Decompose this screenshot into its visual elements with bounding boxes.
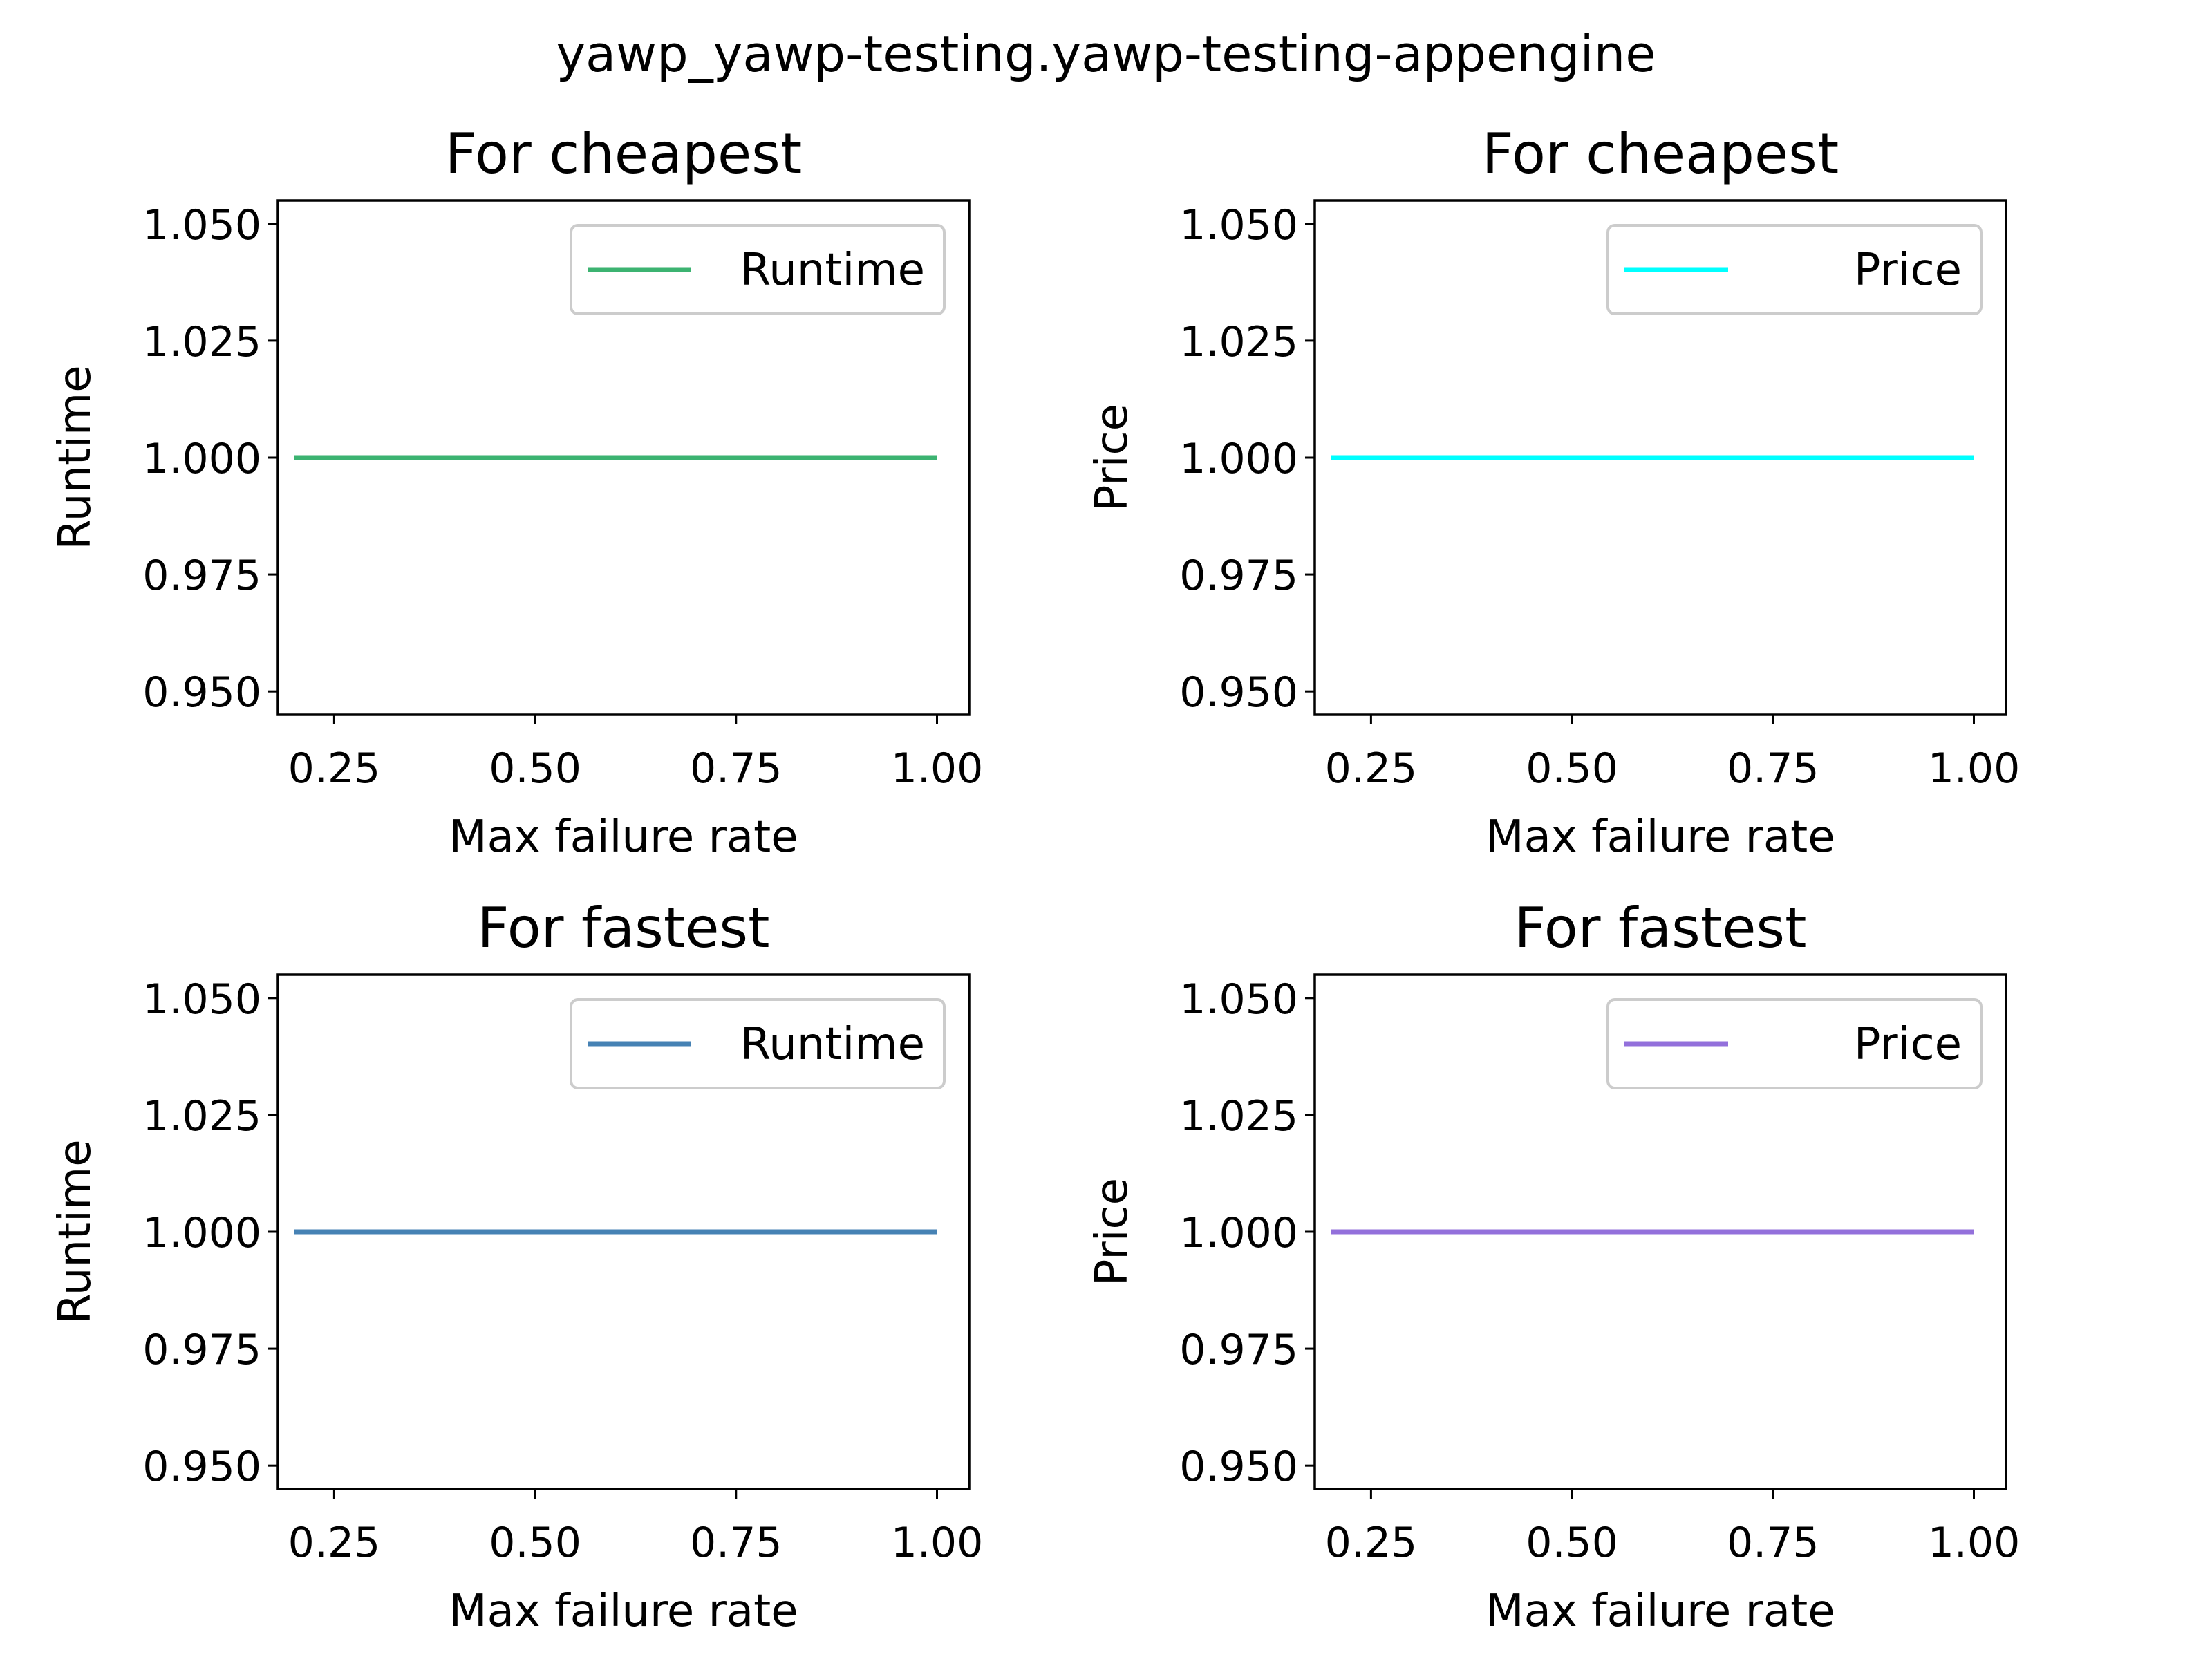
y-tick-label: 0.975	[142, 552, 261, 600]
y-tick-label: 1.000	[1179, 435, 1298, 483]
x-tick-label: 0.25	[288, 1519, 381, 1567]
legend-box	[570, 224, 946, 315]
x-tick-label: 1.00	[1928, 744, 2021, 793]
subplot-title: For cheapest	[1482, 122, 1839, 186]
subplot-grid: For cheapest 0.950 0.975 1.000 1.025 1.050 0.2…	[50, 122, 2020, 1637]
legend-label: Price	[1854, 1019, 1962, 1070]
legend: Price	[1606, 998, 1983, 1089]
x-tick-label: 0.75	[1727, 1519, 1819, 1567]
y-axis-label: Runtime	[50, 1139, 101, 1324]
y-tick-label: 0.950	[1179, 668, 1298, 717]
y-tick-label: 1.050	[142, 201, 261, 250]
x-tick-label: 0.50	[489, 1519, 581, 1567]
plot-area-frame	[276, 973, 971, 1490]
legend: Price	[1606, 224, 1983, 315]
x-axis-label: Max failure rate	[449, 1586, 798, 1637]
x-tick-label: 1.00	[1928, 1519, 2021, 1567]
y-tick-label: 0.950	[142, 668, 261, 717]
x-tick-label: 1.00	[891, 744, 984, 793]
legend-label: Runtime	[740, 245, 925, 296]
y-axis-label: Price	[1087, 1178, 1138, 1286]
y-tick-label: 1.025	[1179, 1092, 1298, 1141]
legend-label: Runtime	[740, 1019, 925, 1070]
x-axis-label: Max failure rate	[449, 812, 798, 863]
y-tick-label: 0.950	[142, 1443, 261, 1491]
y-axis-label: Price	[1087, 404, 1138, 512]
x-tick-label: 0.25	[1325, 1519, 1418, 1567]
x-tick-label: 0.75	[690, 1519, 782, 1567]
y-tick-label: 1.000	[142, 1209, 261, 1257]
y-tick-label: 0.975	[1179, 1326, 1298, 1374]
y-tick-label: 1.050	[1179, 975, 1298, 1024]
subplot-1: For cheapest 0.950 0.975 1.000 1.025 1.050 0.2…	[50, 122, 983, 863]
y-axis-label: Runtime	[50, 365, 101, 550]
y-tick-label: 1.050	[1179, 201, 1298, 250]
x-tick-label: 0.25	[288, 744, 381, 793]
plot-area-frame	[276, 199, 971, 716]
subplot-3: For fastest 0.950 0.975 1.000 1.025 1.050 0.25…	[50, 896, 983, 1637]
x-tick-label: 0.50	[489, 744, 581, 793]
x-tick-label: 0.50	[1526, 744, 1618, 793]
y-tick-label: 1.025	[1179, 318, 1298, 366]
figure-title: yawp_yawp-testing.yawp-testing-appengine	[556, 25, 1656, 83]
legend: Runtime	[570, 224, 946, 315]
y-tick-label: 0.975	[1179, 552, 1298, 600]
legend-box	[570, 998, 946, 1089]
subplot-title: For fastest	[1515, 896, 1807, 960]
x-axis-label: Max failure rate	[1485, 812, 1835, 863]
x-axis-label: Max failure rate	[1485, 1586, 1835, 1637]
subplot-2: For cheapest 0.950 0.975 1.000 1.025 1.050 0.2…	[1087, 122, 2020, 863]
x-tick-label: 0.50	[1526, 1519, 1618, 1567]
y-tick-label: 1.000	[1179, 1209, 1298, 1257]
plot-area-frame	[1313, 973, 2007, 1490]
y-tick-label: 1.050	[142, 975, 261, 1024]
legend-box	[1606, 224, 1983, 315]
subplot-title: For fastest	[478, 896, 770, 960]
x-tick-label: 1.00	[891, 1519, 984, 1567]
legend-label: Price	[1854, 245, 1962, 296]
y-tick-label: 1.025	[142, 318, 261, 366]
y-tick-label: 0.950	[1179, 1443, 1298, 1491]
y-tick-label: 1.025	[142, 1092, 261, 1141]
legend: Runtime	[570, 998, 946, 1089]
y-tick-label: 1.000	[142, 435, 261, 483]
y-tick-label: 0.975	[142, 1326, 261, 1374]
x-tick-label: 0.75	[1727, 744, 1819, 793]
legend-box	[1606, 998, 1983, 1089]
subplot-title: For cheapest	[445, 122, 802, 186]
subplot-4: For fastest 0.950 0.975 1.000 1.025 1.050 0.25…	[1087, 896, 2020, 1637]
x-tick-label: 0.75	[690, 744, 782, 793]
x-tick-label: 0.25	[1325, 744, 1418, 793]
plot-area-frame	[1313, 199, 2007, 716]
